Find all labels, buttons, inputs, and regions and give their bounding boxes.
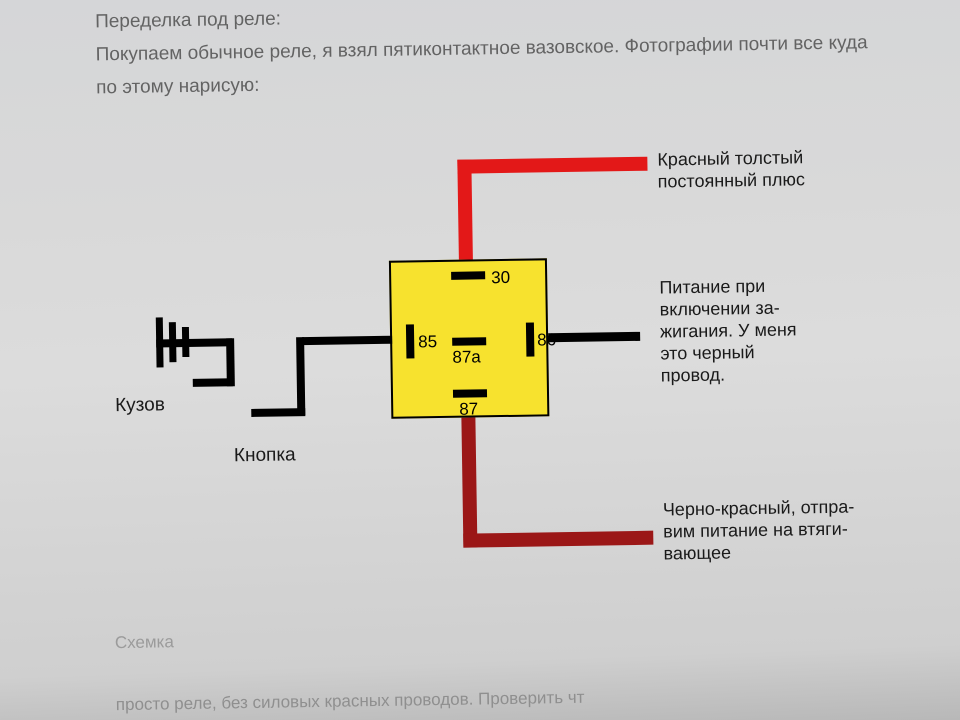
pin-87a <box>452 337 486 346</box>
wire-left-seg2 <box>296 337 305 415</box>
relay-wiring-diagram: 30 85 86 86 .relay .pin-label[data-name=… <box>117 123 904 595</box>
annotation-right-black: Питание при включении за- жигания. У мен… <box>659 274 797 386</box>
wire-left-seg3 <box>251 408 305 417</box>
screenshot: Переделка под реле: Покупаем обычное рел… <box>0 0 960 720</box>
annotation-body: Кузов <box>115 394 165 417</box>
wire-top-red-horizontal <box>457 157 647 174</box>
pin-30-label: 30 <box>491 268 510 288</box>
wire-right-black <box>548 332 640 342</box>
pin-85-label: 85 <box>418 332 437 352</box>
wire-left-seg1 <box>302 336 392 345</box>
wire-bottom-red-horizontal <box>463 531 653 548</box>
ground-bar-1 <box>156 317 164 367</box>
wire-top-red-vertical <box>457 159 473 259</box>
diagram-caption: Схемка <box>115 632 174 653</box>
pin-86-label-right: 86 <box>537 330 556 350</box>
footer-line-2: смело <box>256 712 956 720</box>
wire-bottom-red-vertical <box>461 417 477 547</box>
intro-text: Переделка под реле: Покупаем обычное рел… <box>95 0 916 104</box>
relay-body: 30 85 86 86 .relay .pin-label[data-name=… <box>389 258 549 418</box>
pin-87-label: 87 <box>459 399 478 419</box>
pin-86 <box>526 323 535 357</box>
pin-87a-label: 87a <box>452 347 481 367</box>
annotation-bottom-red: Черно-красный, отпра- вим питание на втя… <box>663 496 855 565</box>
ground-bar-3 <box>182 327 189 357</box>
pin-87 <box>453 389 487 398</box>
pin-85 <box>406 324 415 358</box>
annotation-top-red: Красный толстый постоянный плюс <box>657 146 805 192</box>
ground-bar-2 <box>169 322 177 362</box>
sheet: Переделка под реле: Покупаем обычное рел… <box>0 0 960 720</box>
pin-30 <box>451 271 485 280</box>
annotation-button: Кнопка <box>234 444 296 467</box>
footer-line-1: просто реле, без силовых красных проводо… <box>116 682 926 715</box>
wire-ground-seg3 <box>156 338 232 347</box>
